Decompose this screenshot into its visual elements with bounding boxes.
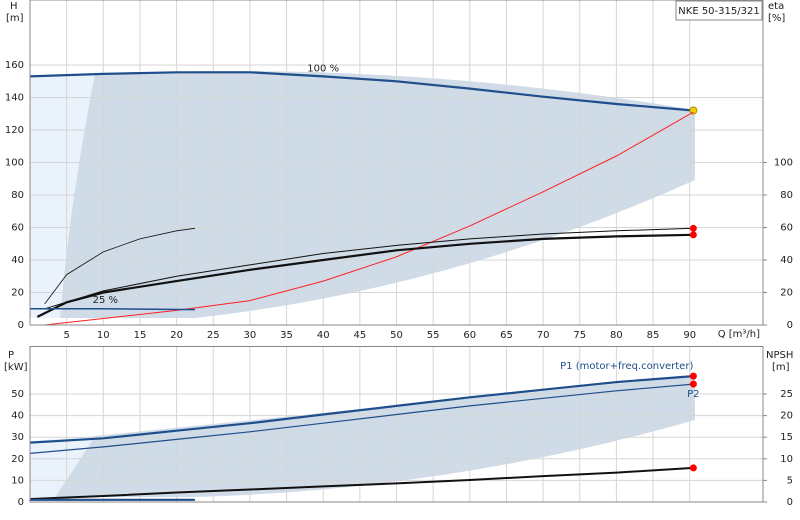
y2-tick-label: 5 (787, 475, 793, 486)
x-tick-label: 80 (610, 330, 623, 341)
series-line (29, 375, 694, 444)
series-line (29, 466, 694, 500)
end-marker (689, 372, 697, 380)
y-tick-label: 30 (11, 432, 24, 443)
x-tick-label: 65 (500, 330, 513, 341)
end-marker (689, 224, 697, 232)
y2-label: NPSH (766, 350, 793, 361)
y-tick-label: 100 (5, 158, 24, 169)
series-line (36, 233, 694, 318)
y2-tick-label: 40 (780, 255, 793, 266)
series-label: 100 % (307, 63, 339, 74)
end-marker (689, 380, 697, 388)
y2-unit: [m] (772, 362, 790, 373)
x-tick-label: 55 (427, 330, 440, 341)
y2-unit: [%] (768, 13, 785, 24)
y-tick-label: 0 (18, 497, 24, 508)
y2-tick-label: 20 (780, 411, 793, 422)
y-tick-label: 20 (11, 454, 24, 465)
frame (29, 0, 764, 326)
end-marker (689, 464, 697, 472)
y2-tick-label: 100 (774, 158, 793, 169)
x-tick-label: 15 (134, 330, 147, 341)
series-line (44, 227, 694, 310)
series-line (29, 383, 694, 454)
x-tick-label: 50 (390, 330, 403, 341)
y2-tick-label: 0 (787, 497, 793, 508)
y-tick-label: 20 (11, 288, 24, 299)
y-tick-label: 50 (11, 389, 24, 400)
series-line (30, 308, 195, 311)
y-tick-label: 160 (5, 60, 24, 71)
y2-tick-label: 60 (780, 223, 793, 234)
range-shade-light (30, 436, 95, 497)
end-marker (689, 231, 697, 239)
x-tick-label: 40 (317, 330, 330, 341)
y2-tick-label: 20 (780, 288, 793, 299)
y2-tick-label: 25 (780, 389, 793, 400)
x-tick-label: 10 (97, 330, 110, 341)
y-tick-label: 140 (5, 93, 24, 104)
y-unit: [m] (6, 13, 24, 24)
x-tick-label: 60 (463, 330, 476, 341)
range-shade-light (30, 74, 95, 318)
series-line (29, 71, 694, 112)
y2-tick-label: 10 (780, 454, 793, 465)
x-tick-label: 35 (280, 330, 293, 341)
y-label: H (10, 1, 18, 12)
y-tick-label: 120 (5, 125, 24, 136)
y-tick-label: 10 (11, 475, 24, 486)
y-unit: [kW] (4, 362, 28, 373)
y2-tick-label: 0 (787, 320, 793, 331)
y-tick-label: 40 (11, 255, 24, 266)
series-label: P2 (687, 389, 699, 400)
end-marker (689, 106, 698, 115)
x-tick-label: 75 (573, 330, 586, 341)
range-shade (55, 376, 695, 497)
series-line (44, 111, 694, 326)
frame (29, 346, 764, 503)
x-tick-label: 45 (353, 330, 366, 341)
x-tick-label: 25 (207, 330, 220, 341)
series-line (44, 227, 195, 305)
x-tick-label: 5 (63, 330, 69, 341)
x-tick-label: 20 (170, 330, 183, 341)
x-label: Q [m³/h] (718, 329, 760, 340)
y-tick-label: 0 (18, 320, 24, 331)
y2-label: eta (768, 1, 784, 12)
range-shade (60, 70, 695, 318)
x-tick-label: 85 (647, 330, 660, 341)
y-tick-label: 60 (11, 223, 24, 234)
y-tick-label: 40 (11, 411, 24, 422)
title-box (675, 0, 763, 21)
y-tick-label: 80 (11, 190, 24, 201)
x-tick-label: 30 (244, 330, 257, 341)
x-tick-label: 70 (537, 330, 550, 341)
series-label: P1 (motor+freq.converter) (560, 361, 693, 372)
y-label: P (8, 350, 14, 361)
x-tick-label: 90 (683, 330, 696, 341)
series-label: 25 % (93, 295, 118, 306)
y2-tick-label: 80 (780, 190, 793, 201)
y2-tick-label: 15 (780, 432, 793, 443)
plot: 5 10 15 20 25 30 35 40 45 50 55 60 65 70 75 80 85 9002040… (5, 0, 793, 508)
chart-title: NKE 50-315/321 (678, 6, 759, 17)
